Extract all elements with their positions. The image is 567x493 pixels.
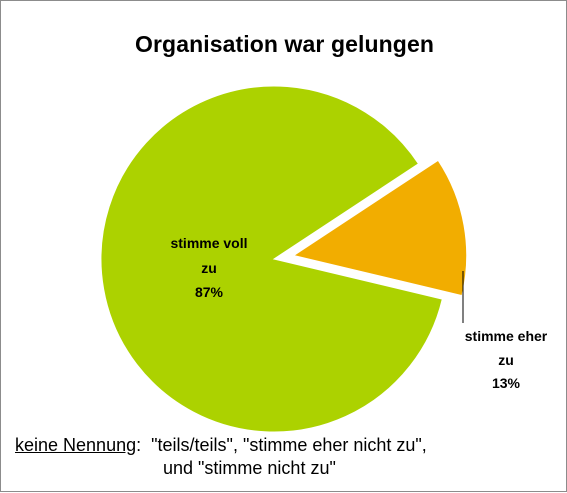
- data-label-stimme-eher-zu: stimme eher zu 13%: [465, 328, 548, 391]
- footnote-text-line2: und "stimme nicht zu": [163, 458, 336, 478]
- data-label-line: 87%: [195, 284, 224, 300]
- data-label-line: zu: [201, 260, 217, 276]
- pie-slice-stimme-eher-zu: [292, 159, 468, 297]
- data-label-line: stimme eher: [465, 328, 548, 344]
- data-label-line: 13%: [492, 375, 521, 391]
- chart-title: Organisation war gelungen: [135, 31, 434, 57]
- pie-slice-stimme-voll-zu: [100, 85, 443, 433]
- footnote-label: keine Nennung: [15, 435, 137, 455]
- data-label-stimme-voll-zu: stimme voll zu 87%: [170, 235, 247, 300]
- data-label-line: zu: [498, 352, 514, 368]
- footnote-colon: :: [136, 435, 142, 455]
- data-label-line: stimme voll: [170, 235, 247, 251]
- footnote: keine Nennung: "teils/teils", "stimme eh…: [15, 434, 427, 480]
- footnote-text-line1: "teils/teils", "stimme eher nicht zu",: [151, 435, 427, 455]
